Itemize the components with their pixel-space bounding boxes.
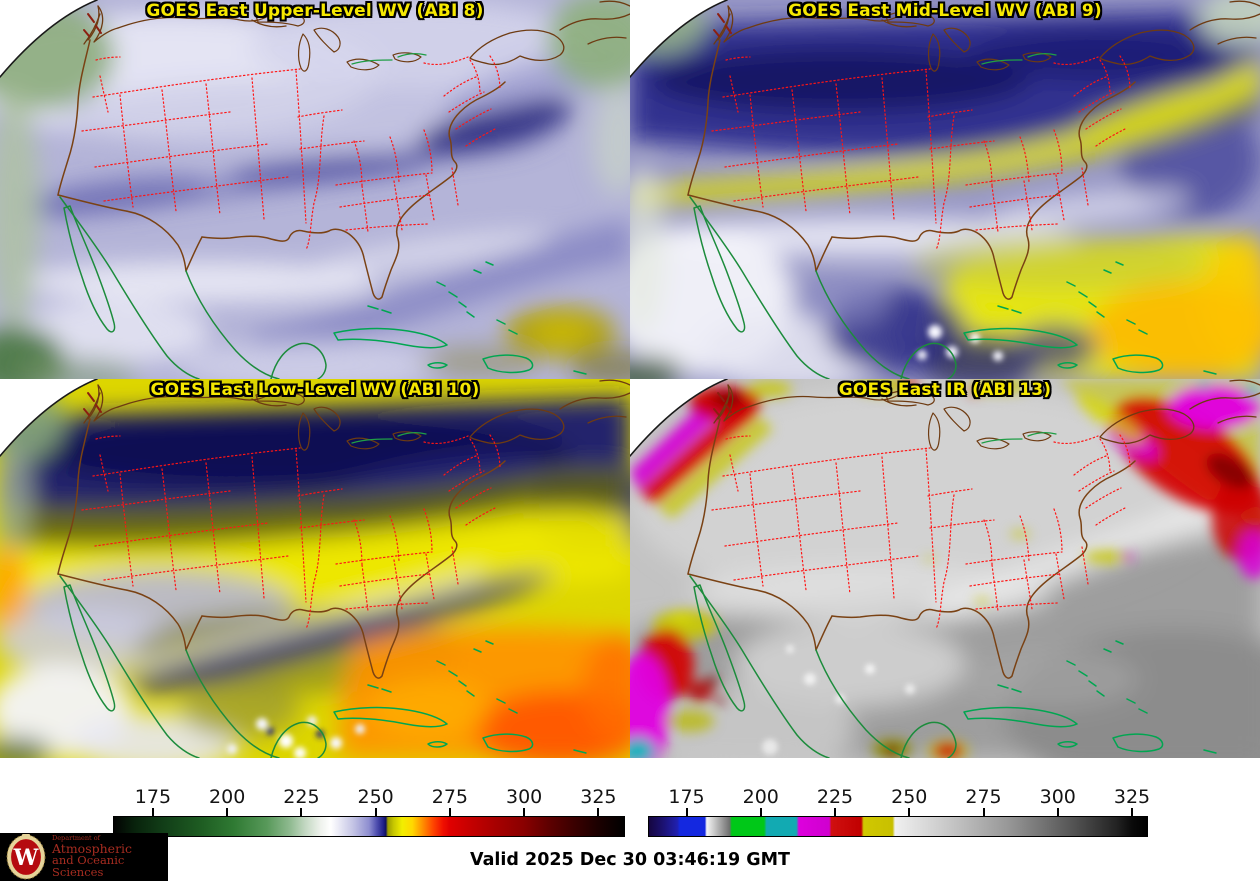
colorbar-tick-label: 275 [965, 786, 1002, 808]
quadpanel-grid: GOES East Upper-Level WV (ABI 8) [0, 0, 1260, 759]
colorbar-tick-mark [523, 808, 526, 816]
wv-colorbar-gradient [113, 816, 625, 837]
colorbar-tick-mark [597, 808, 600, 816]
satellite-image-abi8 [0, 0, 630, 379]
colorbar-tick-label: 300 [505, 786, 543, 808]
colorbar-tick-mark [908, 808, 911, 816]
panel-upper-level-wv: GOES East Upper-Level WV (ABI 8) [0, 0, 630, 379]
wv-mid-field [630, 0, 1260, 379]
footer: 175 200 225 250 275 300 325 175 200 225 250 275 300… [0, 758, 1260, 881]
colorbar-tick-label: 325 [580, 786, 617, 808]
satellite-image-abi10 [0, 379, 630, 758]
colorbar-tick-mark [151, 808, 154, 816]
colorbar-tick-mark [226, 808, 229, 816]
colorbar-tick-label: 175 [668, 786, 705, 808]
panel-low-level-wv: GOES East Low-Level WV (ABI 10) [0, 379, 630, 758]
logo-dept-line: Department of [52, 834, 101, 843]
ir-temperature-colorbar: 175 200 225 250 275 300 325 [648, 786, 1151, 866]
valid-timestamp: Valid 2025 Dec 30 03:46:19 GMT [470, 850, 790, 870]
uw-aos-logo: W Department of Atmospheric and Oceanic … [0, 833, 168, 881]
ir-enhanced-cold-clouds [630, 379, 1260, 758]
colorbar-tick-label: 275 [431, 786, 469, 808]
colorbar-tick-label: 225 [283, 786, 320, 808]
cumulus-specks [227, 716, 365, 758]
panel-ir: GOES East IR (ABI 13) [630, 379, 1260, 758]
ir-colorbar-gradient [648, 816, 1148, 837]
colorbar-tick-mark [1056, 808, 1059, 816]
wv-temperature-colorbar: 175 200 225 250 275 300 325 [113, 786, 625, 866]
gulf-cloud-specks [762, 645, 915, 755]
colorbar-tick-mark [759, 808, 762, 816]
colorbar-tick-mark [374, 808, 377, 816]
colorbar-tick-mark [1131, 808, 1133, 816]
wv-low-field [0, 381, 630, 758]
satellite-image-abi13 [630, 379, 1260, 758]
colorbar-tick-label: 250 [891, 786, 928, 808]
satellite-image-abi9 [630, 0, 1260, 379]
svg-text:W: W [13, 845, 39, 871]
colorbar-tick-mark [448, 808, 451, 816]
colorbar-tick-label: 200 [742, 786, 779, 808]
logo-line1: Atmospheric [52, 840, 133, 856]
wv-colorbar-ticks: 175 200 225 250 275 300 325 [113, 786, 625, 866]
ir-colorbar-ticks: 175 200 225 250 275 300 325 [648, 786, 1151, 866]
panel-mid-level-wv: GOES East Mid-Level WV (ABI 9) [630, 0, 1260, 379]
colorbar-tick-mark [685, 808, 688, 816]
logo-line2: and Oceanic Sciences [52, 852, 125, 879]
colorbar-tick-mark [982, 808, 985, 816]
colorbar-tick-mark [834, 808, 836, 816]
logo-text: Department of Atmospheric and Oceanic Sc… [52, 835, 168, 879]
colorbar-tick-mark [300, 808, 303, 816]
colorbar-tick-label: 300 [1039, 786, 1076, 808]
colorbar-tick-label: 200 [209, 786, 246, 808]
uw-crest-icon: W [6, 834, 46, 880]
colorbar-tick-label: 175 [134, 786, 172, 808]
colorbar-tick-label: 250 [357, 786, 394, 808]
colorbar-tick-label: 325 [1113, 786, 1151, 808]
colorbar-tick-label: 225 [816, 786, 854, 808]
